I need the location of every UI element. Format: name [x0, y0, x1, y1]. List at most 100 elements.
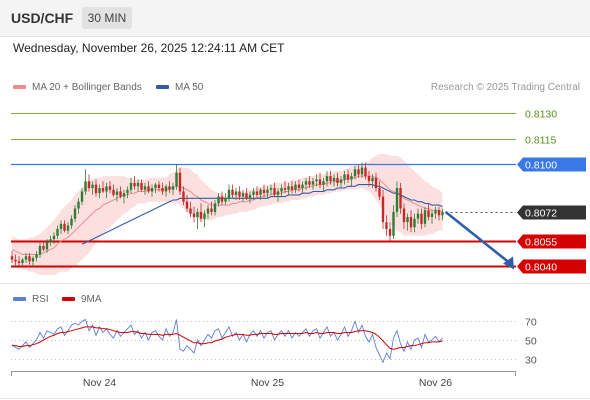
- candle-body: [140, 182, 143, 190]
- candle-body: [91, 184, 94, 189]
- candle-body: [77, 201, 80, 209]
- candle-body: [31, 257, 35, 262]
- candle-body: [409, 217, 413, 228]
- candle: [378, 181, 381, 200]
- candle-body: [115, 191, 119, 195]
- candle-body: [164, 186, 168, 192]
- projection-arrow-head: [503, 256, 514, 270]
- symbol-title: USD/CHF: [11, 10, 74, 26]
- candle-body: [182, 191, 185, 202]
- candle: [63, 220, 66, 233]
- candle: [98, 184, 101, 199]
- candle: [133, 176, 136, 190]
- candle-body: [276, 191, 280, 195]
- candle: [154, 182, 157, 194]
- candle: [252, 188, 255, 200]
- candle: [325, 171, 329, 187]
- candle-body: [227, 189, 231, 199]
- candle-body: [45, 242, 49, 250]
- candle-body: [339, 179, 343, 183]
- candle: [311, 177, 315, 190]
- candle-body: [273, 188, 276, 195]
- candle: [206, 205, 210, 219]
- candle: [42, 240, 45, 252]
- candle: [231, 184, 234, 199]
- candle-body: [133, 182, 136, 187]
- candle: [269, 184, 273, 195]
- candle-body: [168, 186, 171, 190]
- rsi-line: [11, 318, 443, 364]
- candle-body: [42, 246, 45, 250]
- candle-body: [357, 169, 360, 175]
- candle-body: [311, 181, 315, 185]
- x-label-Nov-25: Nov 25: [251, 377, 284, 389]
- bollinger-band: [12, 154, 443, 275]
- ma20-line: [11, 175, 443, 255]
- x-axis-labels: Nov 24 Nov 25 Nov 26: [83, 377, 452, 389]
- candle: [10, 251, 14, 264]
- candle-body: [255, 191, 259, 195]
- projection-arrow-shaft: [444, 210, 510, 264]
- candle-body: [178, 172, 182, 192]
- candle: [413, 213, 416, 233]
- candle-body: [441, 211, 444, 216]
- candle: [122, 189, 126, 204]
- candle: [56, 225, 59, 240]
- candle-body: [80, 191, 84, 202]
- ma20-legend-swatch: [13, 85, 26, 89]
- candle: [245, 188, 248, 200]
- candle-body: [280, 188, 283, 192]
- level-label-0.8115: 0.8115: [525, 135, 556, 147]
- candle-body: [231, 189, 234, 195]
- candle: [371, 174, 374, 189]
- candle: [203, 210, 206, 228]
- candle: [185, 194, 189, 212]
- candle-body: [70, 218, 73, 226]
- candle: [280, 184, 283, 197]
- candle: [80, 188, 84, 206]
- candle-body: [24, 256, 28, 260]
- ma50-legend-label: MA 50: [175, 82, 204, 93]
- candle-body: [399, 188, 402, 209]
- candle: [21, 257, 24, 267]
- candle-body: [420, 213, 423, 224]
- candle: [94, 179, 98, 197]
- candle: [66, 222, 70, 235]
- candle: [168, 181, 171, 194]
- candle-body: [301, 184, 304, 189]
- candle: [38, 242, 42, 258]
- candle: [441, 208, 444, 221]
- candle: [332, 174, 336, 187]
- candle: [416, 208, 420, 224]
- candle-body: [367, 176, 371, 182]
- candle: [308, 176, 311, 189]
- candle: [182, 186, 185, 206]
- candle: [84, 169, 87, 195]
- candle: [290, 181, 294, 194]
- rsi-tick-30: 30: [525, 355, 537, 367]
- candle: [87, 174, 91, 192]
- candle-body: [318, 179, 322, 185]
- candle: [395, 181, 399, 218]
- candle: [392, 205, 395, 240]
- candle: [217, 193, 220, 207]
- candle-body: [252, 191, 255, 195]
- level-label-0.8055: 0.8055: [525, 237, 557, 249]
- candle-body: [385, 222, 388, 229]
- candle: [105, 182, 108, 199]
- candle: [255, 186, 259, 199]
- timeframe-button[interactable]: 30 MIN: [82, 7, 132, 29]
- candle-body: [87, 181, 91, 189]
- candle-body: [189, 208, 192, 214]
- candle-body: [262, 189, 266, 194]
- candle-body: [245, 193, 248, 199]
- candle: [49, 235, 52, 246]
- candle: [259, 188, 262, 200]
- level-label-0.8040: 0.8040: [525, 262, 557, 274]
- candle-body: [350, 176, 353, 180]
- candle: [126, 186, 129, 199]
- candle-body: [343, 174, 346, 180]
- candle-body: [101, 188, 105, 192]
- ma50-line: [81, 184, 443, 245]
